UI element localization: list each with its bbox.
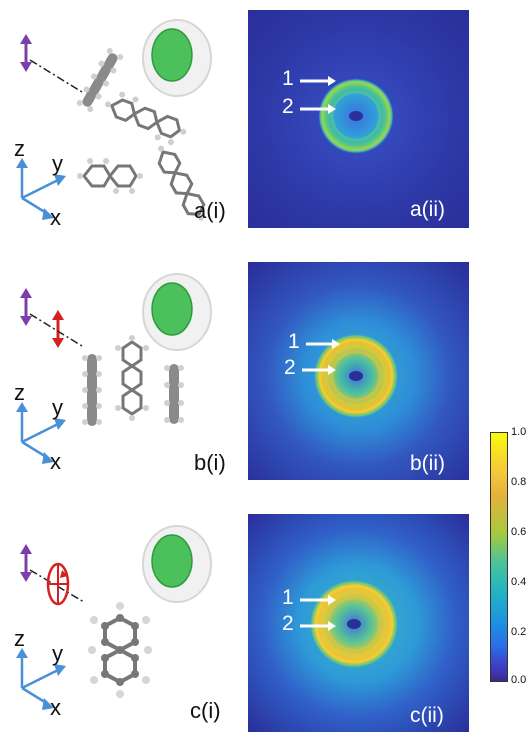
panel-label-c-ii: c(ii) xyxy=(410,704,444,727)
probe-polarization-arrow xyxy=(52,310,64,348)
axes-icon xyxy=(16,402,66,464)
axis-label-x: x xyxy=(50,695,61,720)
axis-label-z: z xyxy=(14,136,25,161)
axis-label-x: x xyxy=(50,449,61,474)
axes-icon xyxy=(16,648,66,710)
detector-icon xyxy=(142,273,212,351)
schematic-a-drawing xyxy=(16,19,212,221)
ring-label-2: 2 xyxy=(282,612,294,635)
ring-label-1: 1 xyxy=(288,330,300,353)
panel-label-a-i: a(i) xyxy=(194,198,226,223)
schematic-a: z y x a(i) xyxy=(0,8,240,248)
colorbar-tick-0-8: 0.8 xyxy=(511,476,527,488)
molecule-1 xyxy=(82,354,102,426)
colorbar-tick-0-0: 0.0 xyxy=(511,674,527,686)
molecule-1 xyxy=(88,602,152,698)
ring-label-2: 2 xyxy=(282,95,294,118)
axis-label-z: z xyxy=(14,626,25,651)
colorbar: 1.0 0.8 0.6 0.4 0.2 0.0 xyxy=(490,426,532,697)
panel-label-a-ii: a(ii) xyxy=(410,198,445,221)
schematic-c: z y x c(i) xyxy=(0,510,240,750)
axis-label-z: z xyxy=(14,380,25,405)
detector-icon xyxy=(142,19,212,97)
ring-arrows-c xyxy=(300,595,336,631)
molecule-3 xyxy=(164,364,184,424)
ring-arrows-b xyxy=(302,339,340,375)
molecule-2 xyxy=(115,335,149,421)
colorbar-tick-0-6: 0.6 xyxy=(511,526,527,538)
beam-path xyxy=(29,569,85,603)
axis-label-y: y xyxy=(52,641,63,666)
colorbar-tick-0-4: 0.4 xyxy=(511,576,527,588)
schematic-b: z y x b(i) xyxy=(0,262,240,502)
ring-label-1: 1 xyxy=(282,586,294,609)
colorbar-tick-0-2: 0.2 xyxy=(511,626,527,638)
diffraction-image-a-svg xyxy=(248,10,469,228)
schematic-c-drawing xyxy=(16,525,212,710)
diffraction-image-c-svg xyxy=(248,514,469,732)
row-a: z y x a(i) xyxy=(0,8,532,233)
molecule-1 xyxy=(76,48,124,112)
diffraction-image-b: 1 2 b(ii) xyxy=(248,262,469,480)
pump-polarization-arrow xyxy=(20,288,32,326)
pump-polarization-arrow xyxy=(20,544,32,582)
ring-label-2: 2 xyxy=(284,356,296,379)
beam-path xyxy=(29,313,83,347)
detector-icon xyxy=(142,525,212,603)
colorbar-tick-1-0: 1.0 xyxy=(511,426,527,438)
panel-label-c-i: c(i) xyxy=(190,698,221,723)
row-b: z y x b(i) xyxy=(0,262,532,487)
beam-path xyxy=(29,59,83,93)
panel-label-b-ii: b(ii) xyxy=(410,452,445,475)
ring-arrows-a xyxy=(300,76,336,114)
axis-label-y: y xyxy=(52,151,63,176)
pump-polarization-arrow xyxy=(20,34,32,72)
molecule-4 xyxy=(157,145,206,221)
probe-elliptical-polarization-icon xyxy=(46,562,70,606)
molecule-3 xyxy=(77,158,143,194)
diffraction-image-a: 1 2 a(ii) xyxy=(248,10,469,228)
ring-label-1: 1 xyxy=(282,67,294,90)
diffraction-image-b-svg xyxy=(248,262,469,480)
axes-icon xyxy=(16,158,66,220)
axis-label-y: y xyxy=(52,395,63,420)
molecule-2 xyxy=(105,91,187,146)
row-c: z y x c(i) xyxy=(0,510,532,740)
panel-label-b-i: b(i) xyxy=(194,450,226,475)
diffraction-image-c: 1 2 c(ii) xyxy=(248,514,469,732)
schematic-b-drawing xyxy=(16,273,212,464)
colorbar-gradient xyxy=(490,432,508,682)
axis-label-x: x xyxy=(50,205,61,230)
